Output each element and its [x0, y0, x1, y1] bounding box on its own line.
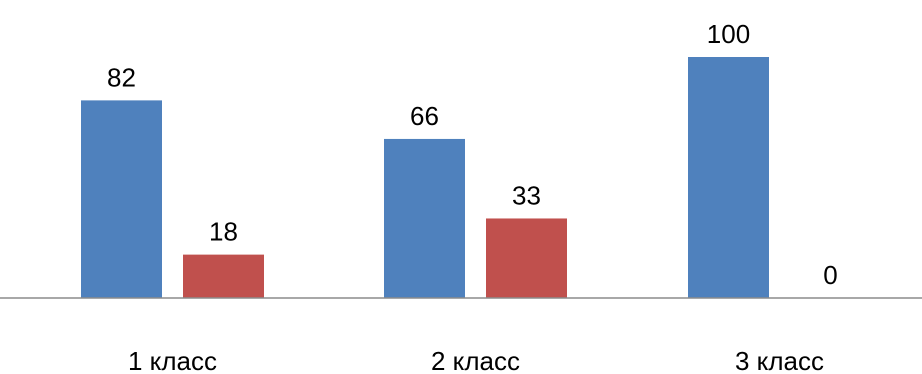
- value-label-series-1-category-1: 82: [107, 62, 136, 92]
- bar-series-1-category-1: [81, 100, 162, 298]
- value-label-series-1-category-3: 100: [707, 19, 750, 49]
- bars-group: [81, 57, 769, 298]
- value-label-series-2-category-2: 33: [512, 180, 541, 210]
- value-label-series-2-category-1: 18: [209, 217, 238, 247]
- bar-series-1-category-2: [384, 138, 465, 298]
- value-label-series-1-category-2: 66: [410, 101, 439, 131]
- category-label-2: 2 класс: [431, 346, 520, 374]
- bar-series-2-category-2: [486, 218, 567, 298]
- bar-series-2-category-1: [183, 254, 264, 298]
- value-labels-group: 82 18 66 33 100 0: [107, 19, 838, 290]
- bar-series-1-category-3: [688, 57, 769, 298]
- category-label-3: 3 класс: [735, 346, 824, 374]
- category-label-1: 1 класс: [128, 346, 217, 374]
- value-label-series-2-category-3: 0: [823, 260, 837, 290]
- category-labels-group: 1 класс 2 класс 3 класс: [128, 346, 824, 374]
